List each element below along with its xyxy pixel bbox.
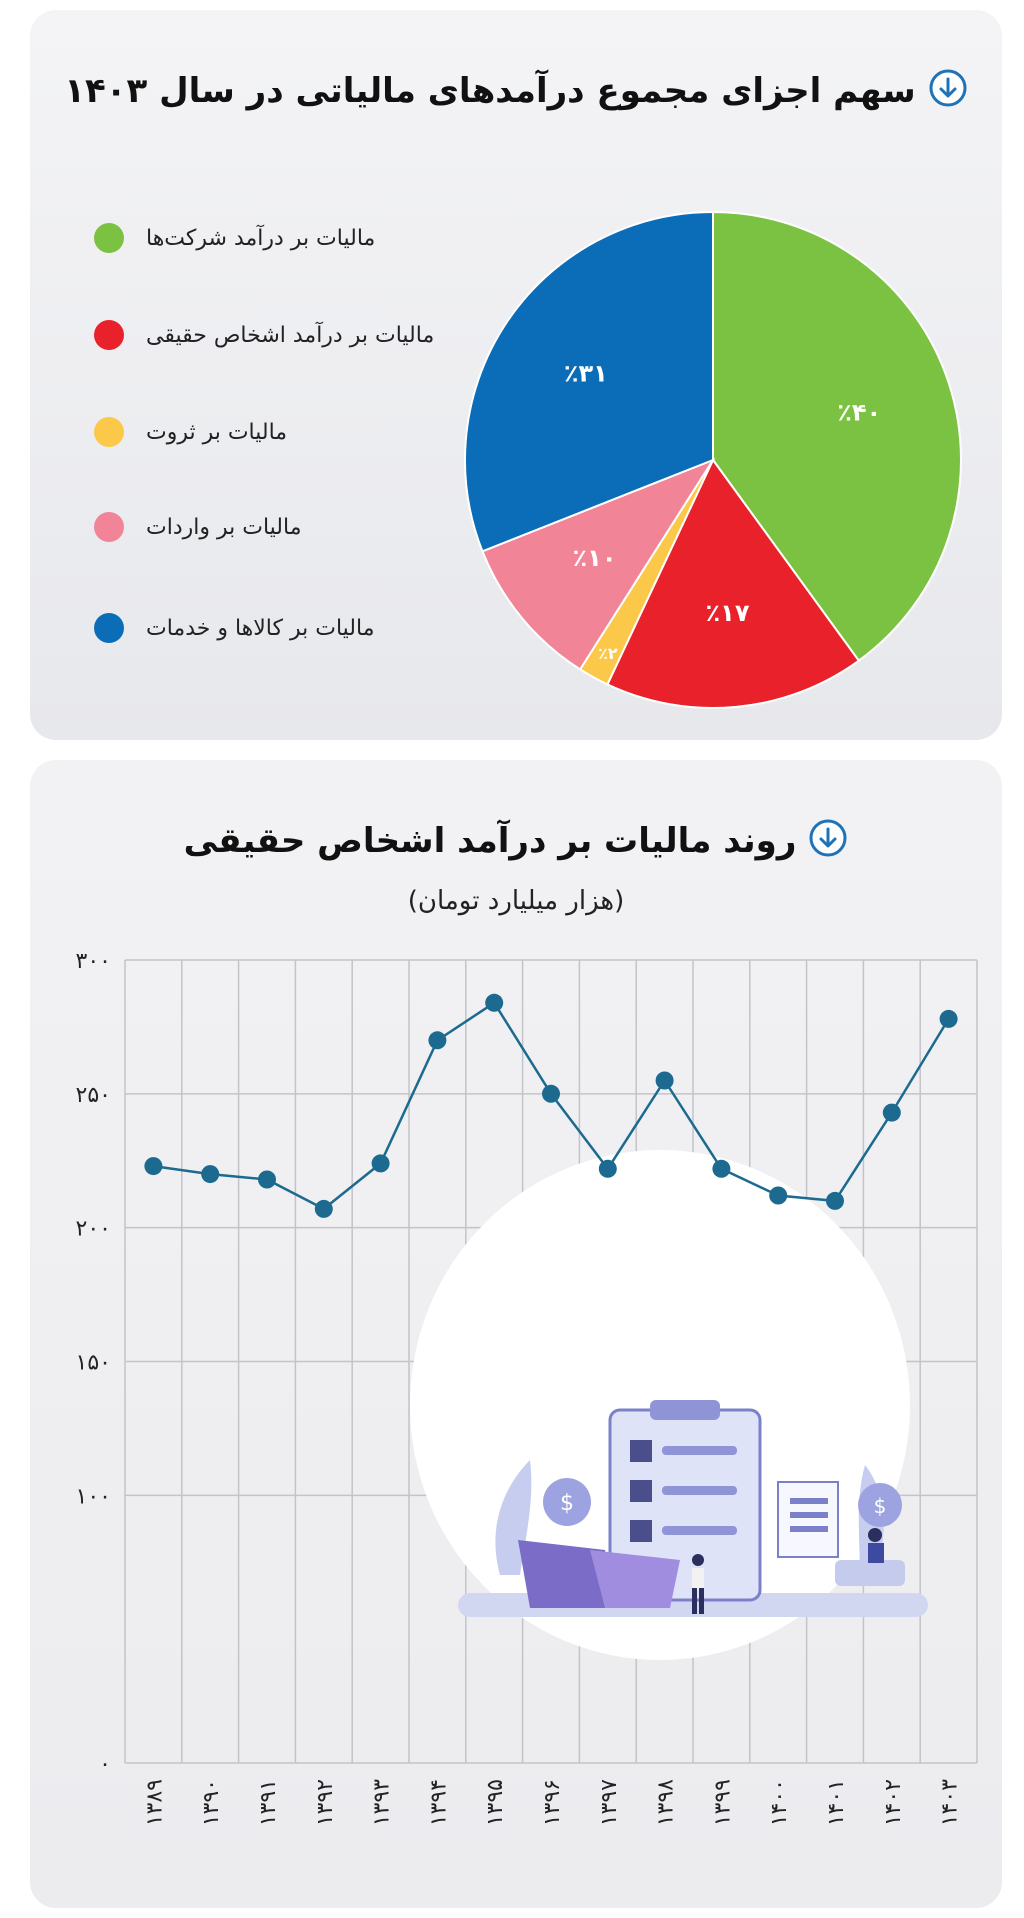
pie-chart-card: سهم اجزای مجموع درآمدهای مالیاتی در سال … [30, 10, 1002, 740]
x-tick-label: ۱۳۹۰ [199, 1779, 224, 1826]
pie-chart-title-row: سهم اجزای مجموع درآمدهای مالیاتی در سال … [30, 68, 1002, 117]
y-tick-label: ۲۰۰ [76, 1217, 111, 1242]
pie-slice [481, 457, 716, 671]
arrow-down-circle-icon [808, 818, 848, 867]
legend-item-imports: مالیات بر واردات [94, 507, 301, 547]
pie-slice [606, 458, 861, 709]
pie-slice-label: ٪۲ [598, 644, 618, 663]
legend-dot [94, 512, 124, 542]
y-tick-label: ۱۰۰ [76, 1484, 111, 1509]
legend-label: مالیات بر ثروت [146, 419, 288, 445]
line-chart-title: روند مالیات بر درآمد اشخاص حقیقی [183, 821, 797, 861]
data-point [598, 1159, 617, 1178]
legend-item-corporate: مالیات بر درآمد شرکت‌ها [94, 218, 375, 258]
legend-dot [94, 613, 124, 643]
x-tick-label: ۱۴۰۰ [767, 1779, 792, 1826]
data-point [485, 993, 504, 1012]
x-tick-label: ۱۴۰۲ [881, 1779, 906, 1826]
data-point [314, 1199, 333, 1218]
legend-label: مالیات بر کالاها و خدمات [146, 615, 375, 641]
legend-item-individual: مالیات بر درآمد اشخاص حقیقی [94, 315, 434, 355]
data-point [144, 1157, 163, 1176]
legend-label: مالیات بر درآمد شرکت‌ها [146, 225, 376, 251]
pie-chart: ٪۴۰ ٪۱۷ ٪۲ ٪۱۰ ٪۳۱ [464, 210, 963, 709]
legend-label: مالیات بر درآمد اشخاص حقیقی [146, 322, 435, 348]
data-point [655, 1071, 674, 1090]
arrow-down-circle-icon [928, 68, 968, 117]
x-tick-label: ۱۳۹۲ [313, 1779, 338, 1826]
pie-slice-label: ٪۱۷ [706, 599, 750, 627]
line-chart-subtitle: (هزار میلیارد تومان) [407, 886, 625, 916]
x-tick-label: ۱۳۹۳ [370, 1779, 395, 1826]
pie-chart-title: سهم اجزای مجموع درآمدهای مالیاتی در سال … [64, 71, 916, 111]
pie-slice [712, 210, 963, 663]
data-point [371, 1154, 390, 1173]
x-tick-label: ۱۳۹۱ [256, 1779, 281, 1826]
data-point [712, 1159, 731, 1178]
svg-text:$: $ [560, 1491, 574, 1516]
data-point [258, 1170, 276, 1189]
data-point [882, 1103, 901, 1122]
y-tick-label: ۲۵۰ [76, 1083, 111, 1108]
line-chart: $ $ ۰ ۱۰۰ ۱۵۰ ۲۰۰ ۲۵۰ ۳۰۰ ۱۳۸۹ ۱۳۹۰ ۱۳۹۱ ۱۳۹۲ ۱۳۹۳… [76, 949, 978, 1826]
tax-office-illustration: $ $ [410, 1150, 928, 1660]
pie-slice-label: ٪۴۰ [837, 399, 881, 427]
data-point [428, 1031, 447, 1050]
x-tick-label: ۱۴۰۱ [824, 1779, 849, 1826]
x-tick-label: ۱۳۹۹ [710, 1779, 735, 1826]
x-tick-label: ۱۳۹۵ [483, 1779, 508, 1826]
pie-slice-label: ٪۳۱ [564, 360, 608, 388]
pie-slice [464, 210, 714, 553]
svg-text:$: $ [874, 1494, 887, 1518]
x-tick-label: ۱۳۹۷ [597, 1779, 622, 1826]
y-tick-label: ۰ [99, 1752, 111, 1777]
y-tick-label: ۳۰۰ [76, 949, 111, 974]
legend-dot [94, 417, 124, 447]
data-point [769, 1186, 788, 1205]
legend-label: مالیات بر واردات [146, 514, 302, 540]
y-tick-label: ۱۵۰ [76, 1351, 111, 1376]
data-point [826, 1191, 844, 1210]
legend-item-wealth: مالیات بر ثروت [94, 412, 287, 452]
legend-dot [94, 223, 124, 253]
data-point [939, 1009, 958, 1028]
x-tick-label: ۱۳۹۸ [654, 1779, 679, 1826]
line-chart-title-row: روند مالیات بر درآمد اشخاص حقیقی [30, 818, 1002, 867]
pie-slice-label: ٪۱۰ [573, 544, 617, 572]
x-tick-label: ۱۳۸۹ [142, 1779, 167, 1826]
line-chart-card: روند مالیات بر درآمد اشخاص حقیقی (هزار م… [30, 760, 1002, 1908]
x-tick-label: ۱۳۹۶ [540, 1779, 565, 1826]
x-tick-label: ۱۳۹۴ [426, 1779, 451, 1826]
data-point [201, 1165, 220, 1184]
x-tick-label: ۱۴۰۳ [938, 1779, 963, 1826]
data-point [542, 1084, 560, 1103]
legend-dot [94, 320, 124, 350]
legend-item-goods-services: مالیات بر کالاها و خدمات [94, 608, 374, 648]
